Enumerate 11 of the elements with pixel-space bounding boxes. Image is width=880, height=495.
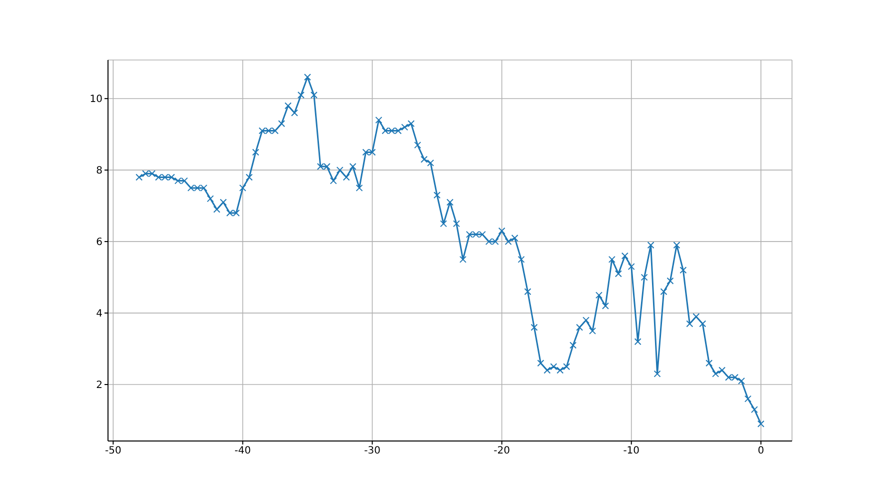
x-tick-label: -20: [494, 446, 510, 457]
x-tick-label: -10: [623, 446, 640, 457]
x-tick-label: 0: [758, 446, 764, 457]
y-tick-label: 4: [96, 308, 102, 320]
x-tick-label: -50: [105, 446, 122, 457]
y-tick-label: 2: [96, 380, 102, 392]
x-tick-label: -30: [364, 446, 380, 457]
y-tick-label: 10: [90, 94, 102, 106]
y-tick-label: 6: [96, 237, 102, 248]
x-tick-label: -40: [234, 446, 251, 457]
y-tick-label: 8: [96, 166, 102, 177]
